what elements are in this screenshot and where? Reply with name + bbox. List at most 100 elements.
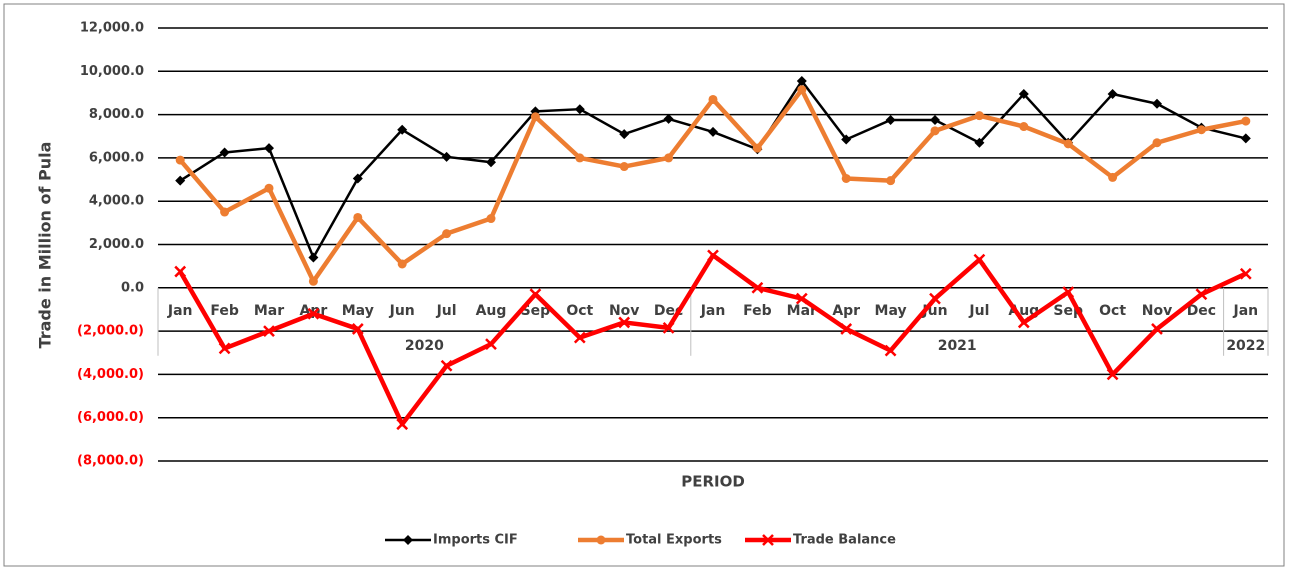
y-tick-label: (2,000.0) [77, 324, 144, 339]
marker [884, 344, 897, 357]
marker [351, 323, 364, 335]
x-tick-label: Sep [521, 303, 551, 319]
marker [795, 292, 808, 305]
marker [573, 331, 586, 344]
marker [442, 229, 452, 239]
marker [619, 129, 630, 140]
y-tick-label: (8,000.0) [77, 454, 144, 469]
y-tick-label: 12,000.0 [80, 21, 144, 36]
y-axis-title: Trade in Million of Pula [36, 142, 55, 349]
marker [1017, 316, 1030, 329]
marker [1107, 89, 1118, 100]
x-tick-label: Mar [787, 303, 817, 319]
marker [1108, 172, 1118, 182]
marker [885, 115, 896, 126]
x-tick-label: Jul [436, 303, 457, 319]
marker [574, 104, 585, 115]
x-tick-label: Feb [743, 303, 772, 319]
chart-frame [3, 3, 1285, 567]
legend-label: Trade Balance [793, 533, 896, 548]
marker [264, 143, 274, 154]
y-tick-label: 2,000.0 [89, 237, 144, 252]
series [175, 85, 1251, 286]
y-tick-label: (6,000.0) [77, 410, 144, 425]
marker [974, 137, 985, 148]
marker [1241, 116, 1251, 126]
x-group-label: 2021 [938, 338, 977, 354]
x-tick-label: Oct [1099, 303, 1126, 319]
marker [308, 276, 318, 286]
marker [929, 292, 941, 305]
marker [220, 207, 230, 217]
x-tick-label: Dec [1187, 303, 1216, 319]
marker [797, 85, 807, 95]
legend-label: Total Exports [626, 533, 722, 548]
marker [596, 535, 606, 545]
series [174, 249, 1252, 431]
marker [662, 321, 675, 334]
marker [841, 134, 852, 145]
marker [1240, 133, 1251, 144]
marker [1063, 139, 1073, 149]
legend-label: Imports CIF [433, 533, 518, 548]
marker [762, 534, 774, 546]
marker [1019, 122, 1029, 132]
marker [707, 249, 719, 262]
marker [930, 115, 940, 126]
marker [575, 153, 585, 163]
marker [974, 111, 984, 121]
marker [886, 176, 896, 186]
marker [1106, 368, 1119, 381]
marker [175, 155, 185, 165]
marker [174, 265, 187, 278]
y-tick-label: 10,000.0 [80, 64, 144, 79]
x-tick-label: Jan [167, 303, 193, 319]
marker [264, 183, 274, 193]
marker [530, 112, 540, 122]
x-tick-label: Apr [832, 303, 860, 319]
y-tick-label: 4,000.0 [89, 194, 144, 209]
x-tick-label: Jul [968, 303, 989, 319]
marker [218, 342, 231, 355]
x-tick-label: Jun [389, 303, 415, 319]
marker [619, 162, 629, 172]
x-tick-label: Jan [700, 303, 726, 319]
y-tick-label: 0.0 [121, 280, 144, 295]
marker [308, 252, 319, 263]
marker [708, 94, 718, 104]
marker [403, 535, 413, 545]
marker [485, 338, 497, 350]
x-tick-label: May [875, 303, 907, 319]
x-group-label: 2020 [405, 338, 444, 354]
x-tick-label: May [342, 303, 374, 319]
marker [752, 143, 762, 153]
marker [486, 157, 496, 168]
marker [397, 124, 408, 135]
marker [486, 214, 496, 224]
marker [352, 173, 363, 184]
marker [307, 307, 320, 320]
marker [353, 212, 363, 222]
marker [175, 175, 186, 186]
marker [751, 281, 764, 294]
x-tick-label: Feb [210, 303, 239, 319]
marker [664, 153, 674, 163]
marker [796, 76, 807, 87]
marker [708, 126, 718, 137]
marker [663, 113, 674, 124]
marker [263, 325, 275, 337]
marker [1196, 125, 1206, 135]
x-tick-label: Nov [609, 303, 639, 319]
marker [1239, 267, 1252, 280]
marker [397, 259, 407, 269]
x-tick-label: Jan [1232, 303, 1258, 319]
x-group-label: 2022 [1226, 338, 1265, 354]
marker [1062, 286, 1075, 299]
y-tick-label: (4,000.0) [77, 367, 144, 382]
legend-item: Total Exports [578, 533, 722, 548]
y-tick-label: 8,000.0 [89, 107, 144, 122]
marker [219, 147, 230, 158]
marker [930, 126, 940, 136]
marker [841, 173, 851, 183]
